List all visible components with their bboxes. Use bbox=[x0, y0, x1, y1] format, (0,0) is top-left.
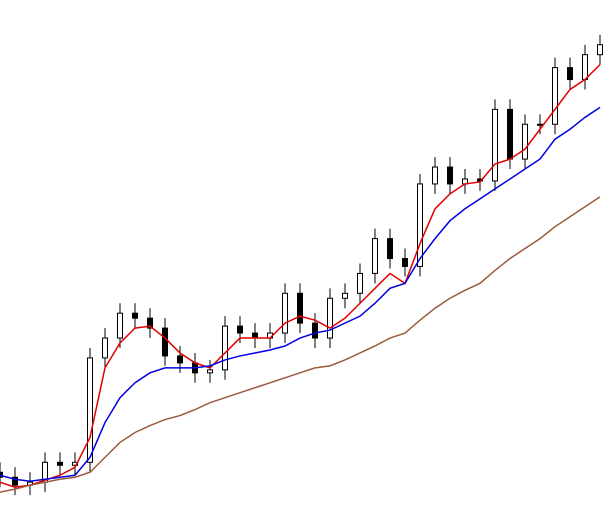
candle-body bbox=[447, 166, 453, 185]
candle-body bbox=[567, 67, 573, 81]
candle-body bbox=[372, 238, 378, 274]
candle-body bbox=[582, 54, 588, 81]
candle-body bbox=[417, 183, 423, 267]
candle-body bbox=[327, 297, 333, 339]
moving-average-line bbox=[0, 196, 601, 493]
candle-body bbox=[537, 123, 543, 126]
candle-body bbox=[552, 67, 558, 125]
candle-body bbox=[522, 123, 528, 160]
candle-body bbox=[432, 166, 438, 185]
candle-body bbox=[402, 258, 408, 267]
candle-body bbox=[87, 357, 93, 463]
candle-body bbox=[207, 369, 213, 374]
candle-body bbox=[102, 337, 108, 359]
candle-body bbox=[12, 476, 18, 486]
candle-body bbox=[237, 325, 243, 334]
candle-body bbox=[312, 322, 318, 339]
candle-body bbox=[147, 317, 153, 329]
candle-body bbox=[282, 292, 288, 334]
candle-body bbox=[297, 292, 303, 324]
candle-body bbox=[222, 325, 228, 371]
candle-body bbox=[492, 108, 498, 182]
candle-body bbox=[0, 471, 3, 478]
candle-body bbox=[387, 238, 393, 260]
candle-body bbox=[357, 272, 363, 294]
candle-body bbox=[177, 355, 183, 364]
candle-body bbox=[597, 44, 603, 56]
moving-average-line bbox=[0, 106, 601, 482]
candle-body bbox=[57, 461, 63, 466]
moving-average-line bbox=[0, 64, 601, 488]
candle-body bbox=[132, 312, 138, 319]
candle-body bbox=[162, 327, 168, 357]
candle-body bbox=[117, 312, 123, 339]
candle-body bbox=[342, 292, 348, 299]
candle-body bbox=[507, 108, 513, 160]
